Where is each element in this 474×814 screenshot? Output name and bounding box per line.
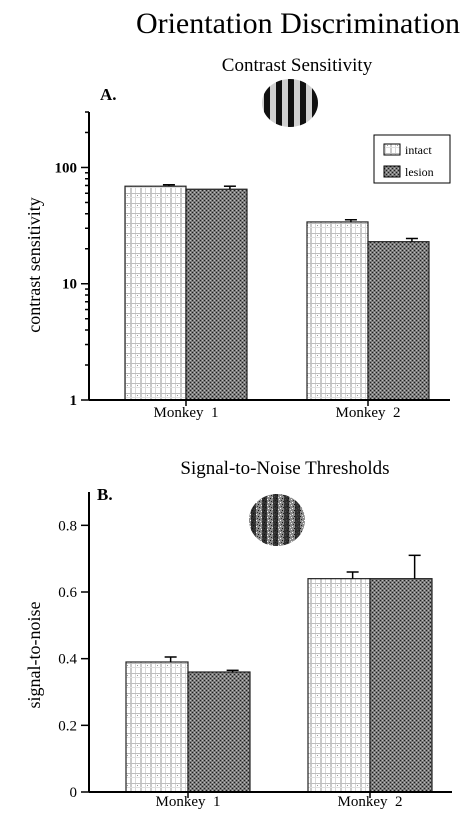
panel-a-axes: 1 10 100 Monkey 1 Monkey 2 (55, 111, 450, 421)
x-category-label: Monkey 1 (154, 405, 219, 421)
y-tick-label: 0.4 (58, 652, 77, 668)
x-category-label: Monkey 1 (156, 794, 221, 810)
y-tick-label: 0.8 (58, 518, 77, 534)
panel-b-y-axis-label: signal-to-noise (24, 602, 44, 709)
panel-b-bars (125, 554, 433, 793)
panel-b-title: Signal-to-Noise Thresholds (180, 458, 389, 479)
x-category-label: Monkey 2 (336, 405, 401, 421)
bar-intact-1 (125, 661, 189, 793)
bar-intact-1 (124, 185, 187, 401)
legend-swatch-intact (383, 143, 401, 156)
panel-a-letter: A. (100, 85, 117, 104)
panel-a: Contrast Sensitivity A. contrast sensiti… (24, 55, 451, 421)
x-category-label: Monkey 2 (338, 794, 403, 810)
legend-label-lesion: lesion (405, 165, 434, 179)
panel-a-legend: intact lesion (373, 134, 451, 184)
y-tick-label: 0.6 (58, 585, 77, 601)
bar-lesion-2 (369, 578, 433, 793)
panel-b-axes: 0 0.2 0.4 0.6 0.8 Monkey 1 Monkey 2 (58, 492, 452, 810)
panel-b-letter: B. (97, 485, 113, 504)
y-tick-label: 0.2 (58, 718, 77, 734)
panel-a-bars (124, 184, 430, 401)
panel-b: Signal-to-Noise Thresholds B. signal-to-… (24, 458, 452, 810)
legend-label-intact: intact (405, 143, 432, 157)
panel-a-y-axis-label: contrast sensitivity (24, 197, 44, 332)
bar-intact-2 (307, 578, 371, 793)
bar-lesion-1 (187, 671, 251, 793)
panel-a-title: Contrast Sensitivity (222, 55, 373, 76)
panel-a-stimulus-icon (262, 79, 318, 127)
y-tick-label: 10 (62, 277, 77, 293)
bar-intact-2 (306, 221, 369, 401)
y-tick-label: 100 (55, 160, 78, 176)
panel-b-stimulus-icon (249, 494, 305, 546)
y-tick-label: 0 (70, 785, 78, 801)
legend-swatch-lesion (383, 165, 401, 178)
y-tick-label: 1 (70, 393, 78, 409)
figure-title: Orientation Discrimination (136, 7, 460, 40)
bar-lesion-1 (185, 188, 248, 401)
bar-lesion-2 (367, 241, 430, 401)
